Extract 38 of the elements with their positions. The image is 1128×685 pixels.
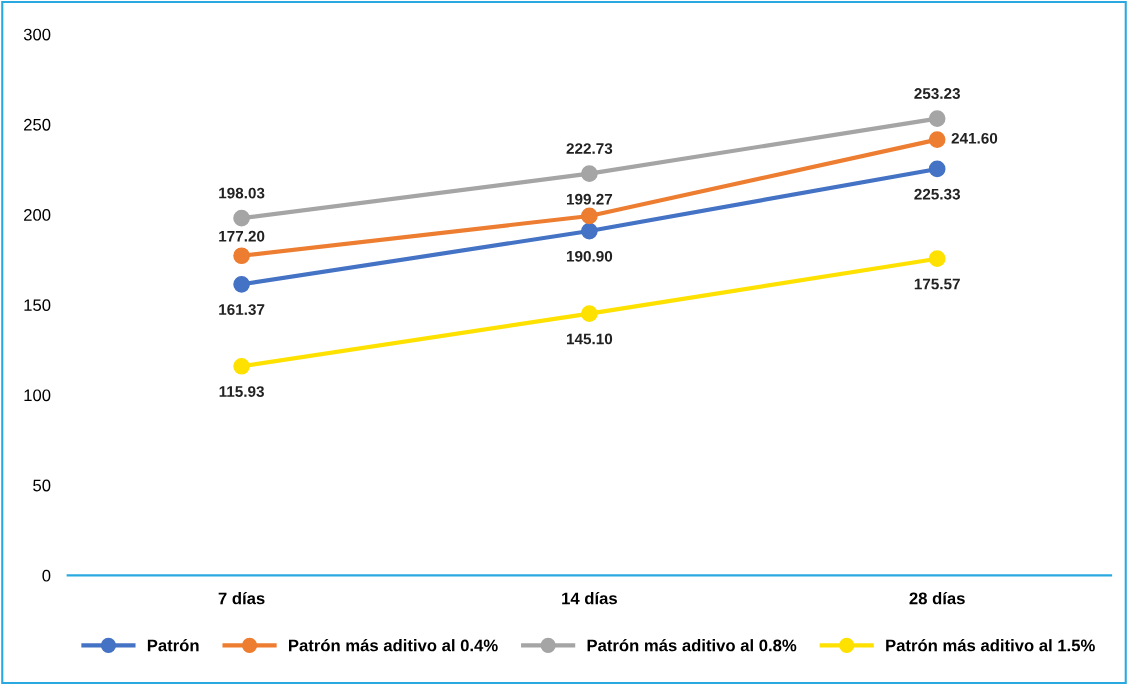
data-label: 145.10 [566,333,613,345]
data-label: 198.03 [219,187,265,199]
point [928,160,946,178]
data-label: 190.90 [566,250,613,262]
point [928,131,946,148]
point [581,207,598,225]
data-label: 241.60 [951,132,998,144]
legend-label: Patrón más aditivo al 0.4% [289,638,498,652]
data-label: 115.93 [219,386,264,397]
y-tick-label: 300 [23,28,51,41]
legend-label: Patrón más aditivo al 0.8% [587,638,797,652]
point [928,250,946,268]
legend-label: Patrón [147,638,199,652]
data-label: 199.27 [566,193,613,205]
x-tick-label: 28 días [909,591,965,605]
x-tick-label: 7 días [218,591,265,605]
y-tick-label: 250 [24,118,51,131]
y-tick-label: 0 [42,569,51,582]
point [581,305,598,322]
y-tick-label: 100 [24,389,51,402]
point [928,110,946,127]
x-tick-label: 14 días [562,591,617,605]
data-label: 161.37 [219,304,265,315]
legend-label: Patrón más aditivo al 1.5% [886,638,1095,652]
data-label: 177.20 [219,230,265,242]
point [581,222,598,240]
point [581,165,598,182]
data-label: 175.57 [914,278,960,290]
data-label: 225.33 [914,188,960,200]
y-tick-label: 200 [24,209,51,221]
data-label: 253.23 [914,88,960,99]
point [233,247,250,265]
point [233,275,250,293]
y-tick-label: 50 [33,479,51,492]
point [233,209,250,227]
point [233,357,250,375]
y-tick-label: 150 [24,299,51,312]
data-label: 222.73 [566,143,613,154]
